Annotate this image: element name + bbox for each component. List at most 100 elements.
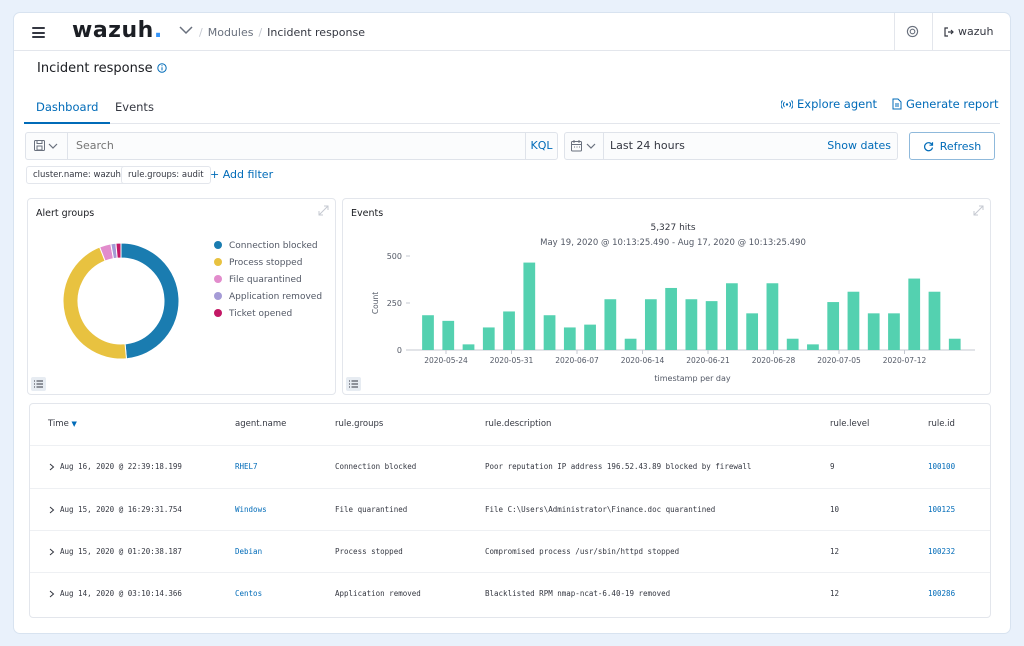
bar[interactable]: [503, 311, 515, 350]
help-icon[interactable]: [906, 25, 919, 38]
legend-item[interactable]: Application removed: [214, 292, 322, 309]
show-dates-button[interactable]: Show dates: [827, 139, 891, 152]
bar[interactable]: [867, 313, 880, 350]
x-tick-label: 2020-07-05: [817, 356, 861, 365]
bar[interactable]: [422, 315, 434, 350]
add-filter-button[interactable]: + Add filter: [210, 168, 274, 181]
legend-item[interactable]: Connection blocked: [214, 241, 322, 258]
bar[interactable]: [482, 327, 495, 350]
bar[interactable]: [766, 283, 779, 350]
column-header-level[interactable]: rule.level: [830, 419, 870, 429]
bar[interactable]: [563, 327, 576, 350]
cell-groups: File quarantined: [335, 505, 408, 514]
events-table: Time ▼ agent.name rule.groups rule.descr…: [29, 403, 991, 618]
kql-toggle[interactable]: KQL: [525, 133, 557, 159]
expand-row-icon[interactable]: [49, 463, 55, 471]
cell-level: 12: [830, 589, 840, 598]
app-window: wazuh. / Modules / Incident response wazuh …: [14, 13, 1010, 633]
menu-icon[interactable]: [32, 27, 45, 38]
cell-description: Poor reputation IP address 196.52.43.89 …: [485, 462, 752, 471]
bar[interactable]: [705, 301, 718, 350]
legend-item[interactable]: Ticket opened: [214, 309, 322, 326]
column-header-description[interactable]: rule.description: [485, 419, 552, 429]
expand-row-icon[interactable]: [49, 548, 55, 556]
legend-item[interactable]: File quarantined: [214, 275, 322, 292]
refresh-button[interactable]: Refresh: [909, 132, 995, 160]
bar[interactable]: [746, 313, 759, 350]
bar[interactable]: [462, 344, 475, 350]
table-row[interactable]: Aug 16, 2020 @ 22:39:18.199 RHEL7 Connec…: [30, 445, 990, 487]
quick-date-button[interactable]: [565, 133, 604, 159]
cell-rule-id[interactable]: 100125: [928, 505, 956, 514]
filter-pill[interactable]: rule.groups: audit: [121, 166, 211, 184]
bar[interactable]: [847, 291, 860, 350]
cell-agent[interactable]: Centos: [235, 589, 263, 598]
bar[interactable]: [908, 278, 921, 350]
x-tick-label: 2020-05-24: [424, 356, 468, 365]
bar[interactable]: [665, 287, 677, 350]
cell-rule-id[interactable]: 100232: [928, 547, 956, 556]
cell-agent[interactable]: Debian: [235, 547, 263, 556]
bar[interactable]: [807, 344, 819, 350]
filter-pill[interactable]: cluster.name: wazuh: [26, 166, 128, 184]
bar[interactable]: [644, 299, 657, 350]
bar[interactable]: [888, 313, 900, 350]
chevron-down-icon[interactable]: [179, 25, 193, 35]
calendar-icon: [571, 140, 596, 152]
table-row[interactable]: Aug 14, 2020 @ 03:10:14.366 Centos Appli…: [30, 572, 990, 614]
legend-item[interactable]: Process stopped: [214, 258, 322, 275]
legend-swatch: [214, 258, 222, 266]
wazuh-logo[interactable]: wazuh.: [72, 18, 163, 43]
cell-agent[interactable]: RHEL7: [235, 462, 258, 471]
cell-rule-id[interactable]: 100286: [928, 589, 956, 598]
cell-groups: Process stopped: [335, 547, 403, 556]
generate-report-button[interactable]: Generate report: [892, 97, 999, 111]
search-input[interactable]: [76, 139, 476, 152]
legend-label: File quarantined: [229, 275, 302, 285]
cell-level: 10: [830, 505, 840, 514]
column-header-time[interactable]: Time ▼: [48, 419, 77, 429]
expand-icon[interactable]: [973, 205, 984, 216]
bar[interactable]: [928, 291, 941, 350]
donut-slice[interactable]: [62, 246, 128, 360]
legend-label: Process stopped: [229, 258, 303, 268]
legend-toggle-button[interactable]: [346, 377, 361, 391]
radio-waves-icon: [780, 100, 794, 109]
info-icon[interactable]: [156, 63, 167, 73]
legend-swatch: [214, 292, 222, 300]
expand-row-icon[interactable]: [49, 590, 55, 598]
column-header-id[interactable]: rule.id: [928, 419, 955, 429]
tab-dashboard[interactable]: Dashboard: [24, 93, 111, 124]
legend-toggle-button[interactable]: [31, 377, 46, 391]
donut-slice[interactable]: [120, 242, 180, 360]
bar[interactable]: [685, 299, 698, 350]
bar[interactable]: [584, 324, 596, 350]
date-range-text[interactable]: Last 24 hours: [610, 139, 685, 152]
saved-queries-button[interactable]: [26, 133, 68, 159]
bar[interactable]: [948, 338, 961, 350]
bar[interactable]: [543, 315, 556, 350]
expand-icon[interactable]: [318, 205, 329, 216]
expand-row-icon[interactable]: [49, 506, 55, 514]
logout-icon: [944, 27, 954, 37]
bar[interactable]: [523, 262, 536, 350]
table-row[interactable]: Aug 15, 2020 @ 01:20:38.187 Debian Proce…: [30, 530, 990, 572]
column-header-agent[interactable]: agent.name: [235, 419, 287, 429]
cell-description: Compromised process /usr/sbin/httpd stop…: [485, 547, 680, 556]
explore-agent-button[interactable]: Explore agent: [780, 97, 877, 111]
user-menu[interactable]: wazuh: [944, 25, 993, 38]
bar[interactable]: [827, 302, 840, 350]
table-row[interactable]: Aug 15, 2020 @ 16:29:31.754 Windows File…: [30, 488, 990, 530]
tab-events[interactable]: Events: [115, 100, 154, 114]
bar[interactable]: [624, 338, 637, 350]
bar[interactable]: [442, 320, 455, 350]
bar[interactable]: [604, 299, 617, 350]
bar[interactable]: [786, 338, 799, 350]
list-icon: [349, 380, 358, 388]
donut-slice[interactable]: [115, 242, 122, 259]
breadcrumb-modules[interactable]: Modules: [207, 26, 254, 39]
cell-agent[interactable]: Windows: [235, 505, 267, 514]
bar[interactable]: [726, 283, 738, 350]
column-header-groups[interactable]: rule.groups: [335, 419, 384, 429]
cell-rule-id[interactable]: 100100: [928, 462, 956, 471]
